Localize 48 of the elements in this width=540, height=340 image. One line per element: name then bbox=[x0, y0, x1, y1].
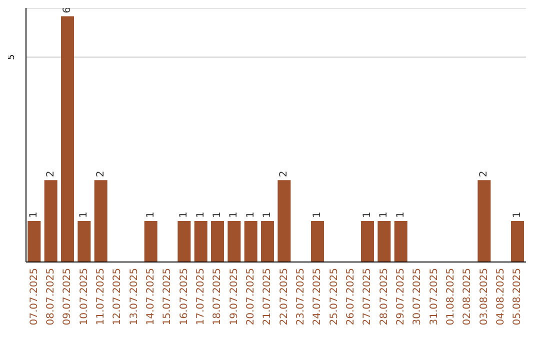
data-label: 1 bbox=[262, 212, 273, 218]
x-tick-label: 18.07.2025 bbox=[212, 268, 224, 326]
data-label: 1 bbox=[195, 212, 206, 218]
x-tick-label: 02.08.2025 bbox=[462, 268, 474, 326]
data-label: 1 bbox=[212, 212, 223, 218]
x-tick-label: 08.07.2025 bbox=[46, 268, 56, 326]
data-label: 2 bbox=[95, 170, 106, 178]
data-label: 2 bbox=[478, 170, 490, 178]
x-tick-label: 05.08.2025 bbox=[512, 268, 524, 326]
x-tick-label: 24.07.2025 bbox=[312, 268, 324, 326]
x-tick-label: 21.07.2025 bbox=[262, 268, 274, 326]
data-label: 1 bbox=[362, 212, 373, 218]
data-label: 1 bbox=[78, 212, 90, 218]
x-tick-label: 27.07.2025 bbox=[362, 268, 374, 326]
x-tick-label: 29.07.2025 bbox=[396, 268, 406, 326]
x-tick-label: 15.07.2025 bbox=[162, 268, 174, 326]
x-tick-label: 26.07.2025 bbox=[346, 268, 356, 326]
data-label: 1 bbox=[378, 212, 390, 218]
data-label: 1 bbox=[395, 212, 406, 218]
x-tick-label: 14.07.2025 bbox=[146, 268, 156, 326]
x-tick-label: 25.07.2025 bbox=[328, 268, 340, 326]
x-tick-label: 12.07.2025 bbox=[112, 268, 124, 326]
data-label: 1 bbox=[512, 212, 523, 218]
data-label: 1 bbox=[178, 212, 190, 218]
x-tick-label: 11.07.2025 bbox=[96, 268, 106, 326]
x-tick-label: 28.07.2025 bbox=[378, 268, 390, 326]
x-tick-label: 19.07.2025 bbox=[228, 268, 240, 326]
x-tick-label: 16.07.2025 bbox=[178, 268, 190, 326]
x-tick-label: 23.07.2025 bbox=[296, 268, 306, 326]
x-tick-label: 22.07.2025 bbox=[278, 268, 290, 326]
x-tick-label: 03.08.2025 bbox=[478, 268, 490, 326]
x-tick-label: 30.07.2025 bbox=[412, 268, 424, 326]
x-tick-label: 01.08.2025 bbox=[446, 268, 456, 326]
x-tick-label: 17.07.2025 bbox=[196, 268, 206, 326]
data-label: 2 bbox=[45, 170, 56, 178]
x-tick-label: 13.07.2025 bbox=[128, 268, 140, 326]
data-label: 1 bbox=[28, 212, 40, 218]
x-tick-label: 07.07.2025 bbox=[28, 268, 40, 326]
x-tick-label: 10.07.2025 bbox=[78, 268, 90, 326]
x-tick-label: 31.07.2025 bbox=[428, 268, 440, 326]
data-label: 1 bbox=[228, 212, 240, 218]
x-tick-label: 20.07.2025 bbox=[246, 268, 256, 326]
x-tick-label: 04.08.2025 bbox=[496, 268, 506, 326]
x-tick-label: 09.07.2025 bbox=[62, 268, 74, 326]
data-label: 1 bbox=[245, 212, 256, 218]
data-label: 1 bbox=[312, 212, 323, 218]
data-label: 2 bbox=[278, 170, 290, 178]
data-label: 1 bbox=[145, 212, 156, 218]
